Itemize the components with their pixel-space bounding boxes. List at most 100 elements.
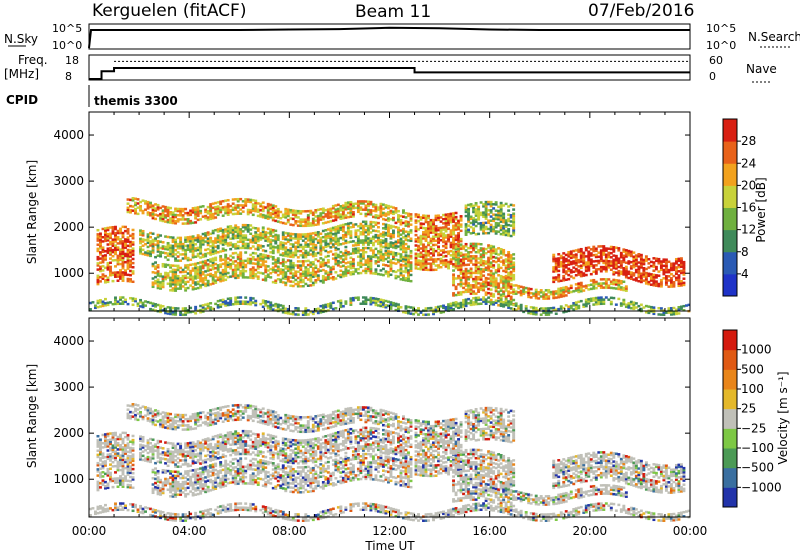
power-cell (474, 233, 478, 236)
velocity-cell (114, 464, 117, 468)
power-cell (472, 229, 476, 232)
power-cell (256, 254, 260, 258)
power-cell (214, 279, 218, 282)
velocity-cell (114, 481, 117, 484)
power-cell (296, 264, 300, 267)
power-cell (184, 264, 188, 267)
power-cell (619, 279, 623, 283)
power-cell (354, 235, 358, 239)
power-cell (196, 268, 200, 271)
power-cell (361, 300, 365, 303)
power-cell (211, 282, 215, 285)
power-cell (477, 290, 481, 293)
power-cell (522, 292, 526, 295)
power-cell (314, 215, 318, 218)
power-cell (497, 213, 501, 217)
power-cell (364, 267, 368, 271)
power-cell (311, 310, 315, 314)
power-cell (534, 310, 538, 314)
power-cell (166, 312, 170, 315)
power-cell (459, 251, 463, 255)
power-cell (139, 233, 142, 236)
power-cell (587, 256, 591, 260)
power-cell (644, 271, 648, 275)
power-cell (594, 298, 598, 302)
power-cell (101, 250, 105, 254)
power-cell (379, 269, 383, 272)
power-cell (366, 243, 370, 246)
power-cell (116, 279, 120, 282)
power-cell (209, 213, 213, 216)
power-cell (124, 252, 127, 256)
power-cell (497, 222, 501, 225)
velocity-cell (106, 434, 110, 438)
power-cell (151, 251, 155, 254)
velocity-cell (104, 485, 107, 488)
power-cell (249, 257, 253, 261)
power-cell (647, 266, 651, 269)
power-cell (614, 287, 618, 290)
power-cell (299, 266, 303, 269)
power-cell (457, 243, 461, 247)
power-cell (379, 302, 383, 306)
power-cell (264, 233, 268, 236)
power-cell (444, 221, 448, 225)
velocity-cell (101, 475, 105, 478)
power-cell (414, 244, 418, 247)
velocity-cell (99, 442, 102, 446)
power-cell (174, 272, 178, 276)
power-cell (654, 282, 658, 285)
power-cell (309, 275, 313, 279)
power-cell (407, 245, 410, 248)
power-cell (164, 207, 168, 211)
power-cell (582, 272, 586, 275)
power-cell (114, 236, 117, 239)
power-cell (246, 242, 250, 246)
power-cell (254, 205, 258, 209)
power-cell (169, 308, 173, 312)
power-cell (266, 244, 270, 247)
power-cell (492, 227, 496, 231)
power-cell (186, 238, 190, 241)
power-cell (669, 279, 673, 282)
power-cell (409, 213, 413, 216)
power-cell (224, 259, 228, 263)
power-cell (577, 258, 581, 262)
power-cell (331, 257, 335, 260)
power-cell (201, 205, 205, 208)
power-cell (462, 270, 466, 273)
power-cell (184, 250, 188, 254)
power-cell (306, 267, 310, 271)
power-cell (569, 290, 573, 294)
power-cell (376, 234, 380, 237)
power-cell (316, 268, 320, 271)
power-cell (129, 204, 132, 208)
power-cell (392, 218, 395, 222)
power-cell (339, 269, 343, 272)
power-cell (291, 310, 295, 314)
power-cell (679, 265, 683, 268)
power-cell (316, 221, 320, 224)
power-cell (474, 298, 478, 302)
power-cell (326, 305, 330, 308)
power-cell (609, 302, 613, 306)
power-cell (422, 245, 425, 248)
power-cell (479, 269, 483, 273)
power-cell (194, 236, 198, 240)
power-cell (464, 290, 468, 294)
power-cell (492, 217, 496, 221)
power-cell (437, 305, 440, 309)
power-cell (359, 261, 363, 264)
power-cell (126, 232, 130, 235)
power-cell (101, 300, 105, 303)
power-cell (614, 267, 618, 270)
power-cell (289, 253, 293, 256)
power-cell (186, 268, 190, 271)
power-cell (482, 249, 486, 253)
power-cell (224, 264, 228, 267)
power-cell (664, 270, 668, 274)
power-cell (276, 269, 280, 273)
power-cell (314, 281, 318, 284)
power-cell (129, 244, 132, 248)
power-cell (161, 305, 165, 308)
